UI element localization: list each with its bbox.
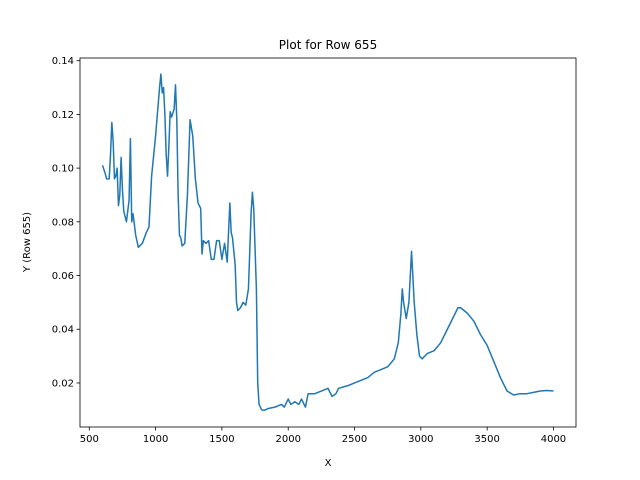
y-axis-label: Y (Row 655) <box>22 212 33 273</box>
y-tick-label: 0.02 <box>52 378 74 389</box>
x-tick-label: 2000 <box>275 434 300 445</box>
x-tick-label: 4000 <box>541 434 566 445</box>
y-tick-label: 0.04 <box>52 325 74 336</box>
y-tick-label: 0.08 <box>52 217 74 228</box>
plot-frame <box>79 57 577 428</box>
data-line <box>101 73 554 412</box>
x-axis-label: X <box>325 458 332 469</box>
x-tick-label: 1000 <box>143 434 168 445</box>
x-tick-label: 2500 <box>342 434 367 445</box>
y-tick-label: 0.12 <box>52 110 74 121</box>
y-tick-label: 0.14 <box>52 56 74 67</box>
y-tick-label: 0.10 <box>52 164 74 175</box>
x-tick-label: 3500 <box>474 434 499 445</box>
y-tick-label: 0.06 <box>52 271 74 282</box>
x-tick-label: 500 <box>80 434 99 445</box>
x-tick-label: 3000 <box>408 434 433 445</box>
chart-title: Plot for Row 655 <box>279 38 377 52</box>
x-tick-label: 1500 <box>209 434 234 445</box>
